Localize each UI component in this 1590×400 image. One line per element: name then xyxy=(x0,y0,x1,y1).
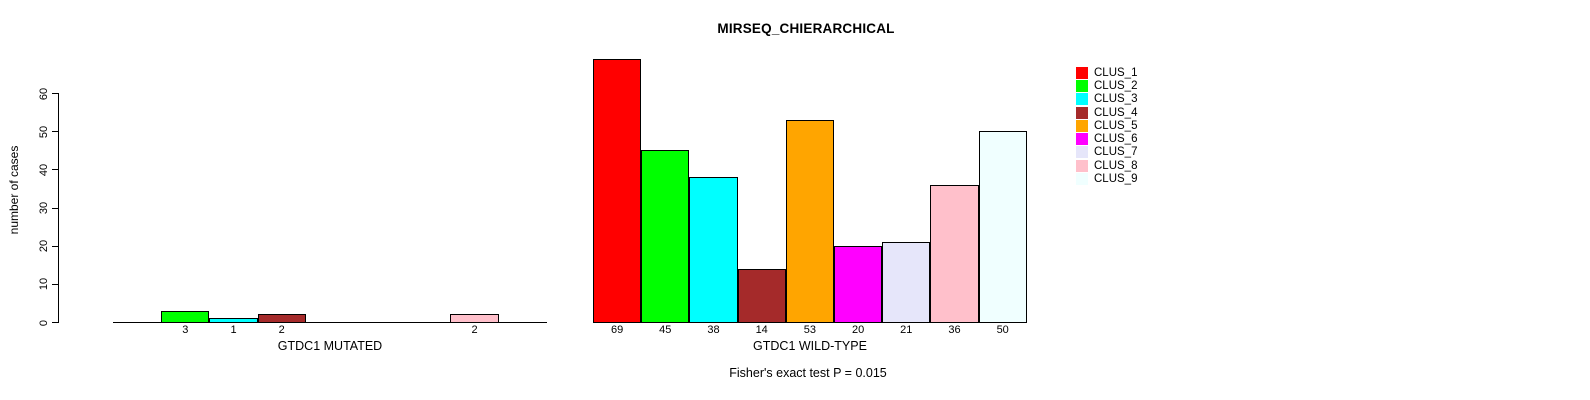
legend-label: CLUS_9 xyxy=(1094,173,1138,186)
bar-value-label: 2 xyxy=(471,324,478,336)
y-tick xyxy=(52,283,58,285)
legend-swatch xyxy=(1076,173,1088,186)
legend-row: CLUS_1 xyxy=(1076,66,1137,79)
bar xyxy=(882,242,930,323)
legend-swatch xyxy=(1076,146,1088,159)
y-tick xyxy=(52,169,58,171)
bar xyxy=(738,269,786,323)
legend-label: CLUS_5 xyxy=(1094,119,1138,132)
legend-row: CLUS_7 xyxy=(1076,146,1137,159)
bar-value-label: 50 xyxy=(996,324,1009,336)
bar-value-label: 38 xyxy=(707,324,720,336)
legend-row: CLUS_4 xyxy=(1076,106,1137,119)
legend-label: CLUS_7 xyxy=(1094,146,1138,159)
legend-swatch xyxy=(1076,79,1088,92)
legend-swatch xyxy=(1076,106,1088,119)
legend-label: CLUS_8 xyxy=(1094,159,1138,172)
legend-swatch xyxy=(1076,159,1088,172)
y-tick-label: 10 xyxy=(38,278,50,291)
x-axis-title-mutated: GTDC1 MUTATED xyxy=(277,339,383,353)
y-tick xyxy=(52,322,58,323)
bar xyxy=(450,314,499,323)
legend: CLUS_1 CLUS_2 CLUS_3 CLUS_4 CLUS_5 CLUS_6 CLUS… xyxy=(1076,66,1137,186)
bar-value-label: 45 xyxy=(659,324,672,336)
y-tick-label: 60 xyxy=(38,87,50,100)
bar xyxy=(979,131,1027,323)
y-axis-line xyxy=(58,93,59,323)
bar-value-label: 21 xyxy=(900,324,913,336)
legend-row: CLUS_3 xyxy=(1076,93,1137,106)
bar-value-label: 20 xyxy=(851,324,865,336)
legend-row: CLUS_2 xyxy=(1076,79,1137,92)
bar xyxy=(834,246,882,323)
legend-swatch xyxy=(1076,119,1088,132)
y-tick-label: 0 xyxy=(38,319,50,326)
legend-row: CLUS_5 xyxy=(1076,119,1137,132)
y-tick-label: 20 xyxy=(38,240,50,253)
legend-label: CLUS_2 xyxy=(1094,79,1138,92)
bar-value-label: 53 xyxy=(803,324,817,336)
bar xyxy=(593,59,641,323)
y-tick xyxy=(52,131,58,133)
legend-label: CLUS_6 xyxy=(1094,133,1138,146)
bar-value-label: 2 xyxy=(278,324,285,336)
bar xyxy=(161,311,209,323)
chart-title: MIRSEQ_CHIERARCHICAL xyxy=(717,21,895,36)
bar xyxy=(930,185,979,323)
bar xyxy=(786,120,834,323)
legend-swatch xyxy=(1076,93,1088,106)
stats-annotation: Fisher's exact test P = 0.015 xyxy=(729,366,887,380)
legend-swatch xyxy=(1076,66,1088,79)
bar xyxy=(209,318,258,323)
bar-value-label: 69 xyxy=(610,324,624,336)
legend-row: CLUS_9 xyxy=(1076,172,1138,186)
bar-value-label: 3 xyxy=(182,324,189,336)
legend-label: CLUS_1 xyxy=(1094,66,1138,79)
bar-value-label: 1 xyxy=(230,324,237,336)
y-tick-label: 30 xyxy=(38,201,50,215)
bar-value-label: 36 xyxy=(948,324,961,336)
y-tick xyxy=(52,207,58,209)
bar xyxy=(641,150,689,323)
y-axis-title: number of cases xyxy=(7,145,21,235)
legend-row: CLUS_6 xyxy=(1076,132,1138,146)
axis-baseline xyxy=(113,322,547,323)
y-tick xyxy=(52,245,58,247)
legend-label: CLUS_4 xyxy=(1094,106,1138,119)
bar xyxy=(258,314,306,323)
x-axis-title-wild-type: GTDC1 WILD-TYPE xyxy=(753,339,867,353)
legend-label: CLUS_3 xyxy=(1094,93,1138,106)
legend-swatch xyxy=(1076,133,1088,146)
y-tick-label: 50 xyxy=(38,125,50,138)
bar xyxy=(689,177,738,323)
y-tick-label: 40 xyxy=(38,163,50,176)
y-tick xyxy=(52,93,58,94)
bar-value-label: 14 xyxy=(755,324,768,336)
legend-row: CLUS_8 xyxy=(1076,159,1137,172)
